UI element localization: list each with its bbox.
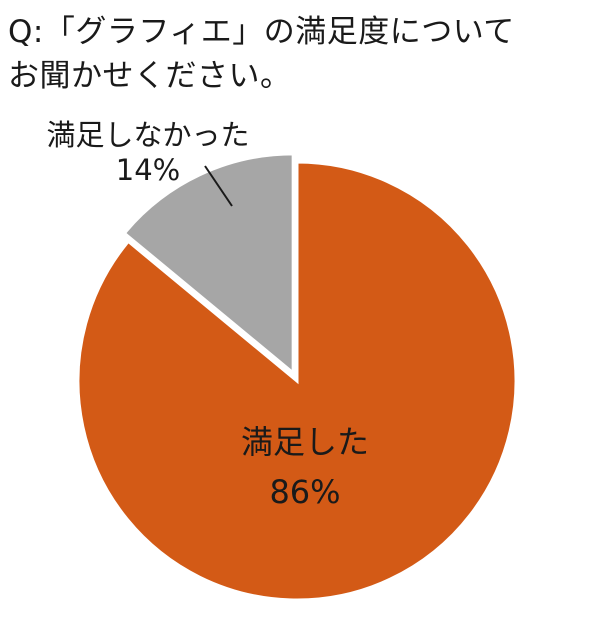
slice-label-not-satisfied: 満足しなかった [46, 118, 249, 152]
slice-label-satisfied: 満足した [241, 423, 369, 461]
chart-title: Q:「グラフィエ」の満足度について お聞かせください。 [8, 10, 588, 98]
pie-slices [76, 152, 518, 602]
chart-title-line-1: Q:「グラフィエ」の満足度について [8, 14, 515, 50]
pie-slice-satisfied [76, 160, 518, 602]
pie-slice-not-satisfied [122, 152, 295, 377]
slice-value-satisfied: 86% [269, 473, 340, 511]
slice-value-not-satisfied: 14% [116, 153, 180, 187]
leader-line [204, 165, 233, 207]
chart-title-line-2: お聞かせください。 [8, 58, 292, 94]
